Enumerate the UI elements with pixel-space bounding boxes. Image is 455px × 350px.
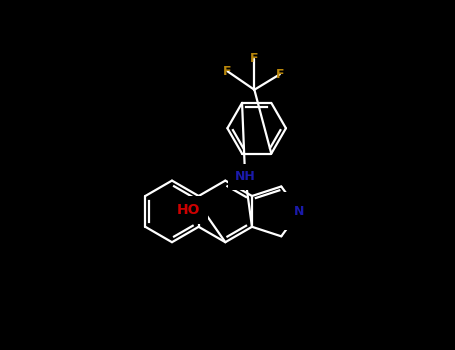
Text: N: N [294, 205, 304, 218]
Text: F: F [223, 65, 232, 78]
Text: F: F [276, 68, 284, 81]
Text: HO: HO [177, 203, 201, 217]
Text: NH: NH [235, 170, 256, 183]
Text: F: F [250, 52, 258, 65]
